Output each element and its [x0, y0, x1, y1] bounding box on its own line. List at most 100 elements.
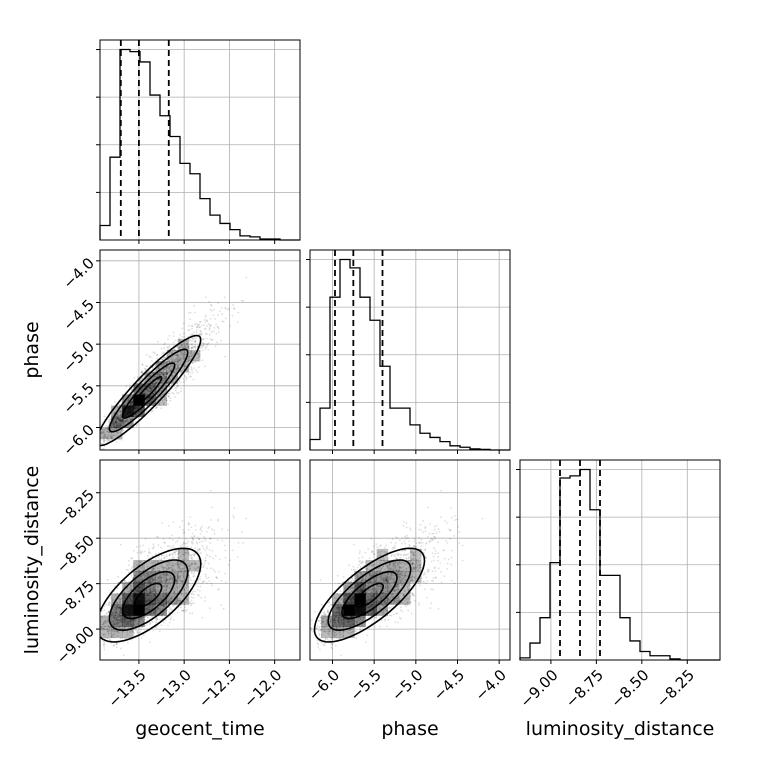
sample-point	[193, 535, 196, 538]
sample-point	[176, 385, 179, 388]
sample-point	[174, 592, 177, 595]
sample-point	[106, 430, 108, 433]
sample-point	[178, 550, 181, 552]
sample-point	[172, 521, 175, 523]
sample-point	[190, 350, 193, 353]
sample-point	[125, 420, 128, 422]
sample-point	[178, 359, 181, 362]
sample-point	[171, 564, 174, 567]
sample-point	[161, 589, 164, 592]
sample-point	[175, 354, 177, 356]
sample-point	[164, 541, 166, 544]
sample-point	[157, 608, 160, 611]
sample-point	[203, 580, 206, 582]
sample-point	[210, 304, 213, 306]
sample-point	[187, 522, 190, 524]
sample-point	[107, 603, 110, 606]
sample-point	[113, 624, 115, 626]
sample-point	[146, 619, 148, 622]
sample-point	[127, 427, 129, 429]
sample-point	[163, 585, 166, 588]
sample-point	[149, 374, 151, 377]
sample-point	[191, 337, 194, 340]
sample-point	[108, 431, 110, 433]
sample-point	[163, 612, 165, 615]
sample-point	[183, 531, 186, 534]
sample-point	[108, 601, 111, 604]
sample-point	[153, 365, 155, 368]
sample-point	[158, 372, 161, 374]
sample-point	[115, 619, 117, 621]
sample-point	[162, 567, 165, 570]
sample-point	[178, 576, 181, 579]
sample-point	[166, 372, 169, 374]
sample-point	[144, 589, 147, 592]
sample-point	[106, 427, 108, 430]
sample-point	[200, 330, 202, 333]
sample-point	[184, 593, 187, 595]
sample-point	[163, 347, 165, 350]
sample-point	[111, 633, 114, 636]
sample-point	[104, 427, 107, 429]
sample-point	[161, 613, 164, 615]
sample-point	[109, 639, 111, 642]
sample-point	[159, 606, 162, 608]
sample-point	[153, 386, 156, 389]
sample-point	[224, 317, 227, 320]
sample-point	[175, 602, 177, 605]
sample-point	[171, 568, 174, 570]
sample-point	[245, 276, 248, 279]
sample-point	[139, 390, 142, 392]
sample-point	[140, 384, 142, 386]
sample-point	[102, 627, 104, 630]
sample-point	[151, 387, 154, 389]
sample-point	[204, 328, 207, 330]
sample-point	[126, 419, 129, 421]
sample-point	[151, 578, 154, 580]
sample-point	[141, 619, 144, 622]
sample-point	[107, 611, 110, 613]
sample-point	[220, 306, 223, 309]
sample-point	[152, 377, 155, 380]
sample-point	[172, 350, 174, 352]
sample-point	[163, 566, 166, 569]
sample-point	[173, 590, 176, 593]
sample-point	[108, 626, 110, 628]
sample-point	[172, 331, 175, 334]
sample-point	[163, 368, 165, 371]
sample-point	[158, 374, 161, 377]
sample-point	[115, 646, 118, 649]
sample-point	[194, 348, 197, 350]
sample-point	[111, 619, 114, 622]
sample-point	[103, 440, 106, 443]
sample-point	[172, 556, 174, 558]
sample-point	[172, 546, 175, 549]
sample-point	[109, 626, 112, 629]
sample-point	[102, 628, 105, 631]
sample-point	[116, 601, 119, 604]
sample-point	[182, 346, 185, 349]
sample-point	[164, 356, 167, 359]
sample-point	[202, 343, 205, 346]
sample-point	[169, 361, 171, 364]
sample-point	[122, 654, 125, 657]
sample-point	[151, 572, 154, 574]
sample-point	[131, 629, 134, 631]
sample-point	[159, 360, 162, 363]
sample-point	[226, 529, 229, 532]
sample-point	[193, 567, 196, 569]
sample-point	[191, 369, 194, 372]
sample-point	[177, 391, 180, 394]
sample-point	[162, 393, 164, 396]
sample-point	[178, 549, 181, 552]
sample-point	[102, 623, 105, 626]
sample-point	[160, 579, 163, 582]
sample-point	[207, 342, 210, 345]
sample-point	[193, 304, 196, 307]
sample-point	[168, 554, 171, 557]
sample-point	[171, 578, 174, 580]
sample-point	[191, 339, 193, 342]
sample-point	[109, 437, 112, 439]
sample-point	[140, 575, 143, 578]
sample-point	[182, 381, 185, 384]
